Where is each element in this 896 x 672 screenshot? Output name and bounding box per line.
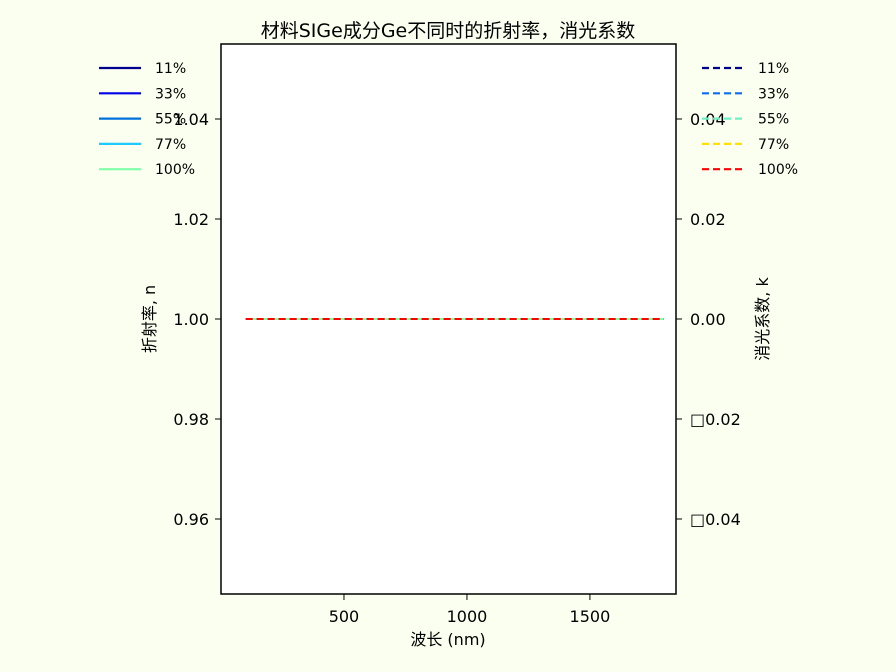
x-tick-label: 500 [329,607,360,626]
legend-right: 11% 33% 55% 77% 100% [702,61,798,178]
legend-label: 55% [758,112,789,128]
y-left-tick-label: 1.00 [173,310,209,329]
y-right-tick-label: □0.04 [690,510,741,529]
y-left-tick-label: 0.98 [173,410,209,429]
legend-label: 33% [155,86,186,102]
y-left-tick-label: 1.02 [173,210,209,229]
y-left-tick-label: 0.96 [173,510,209,529]
legend-label: 77% [758,137,789,153]
ticks: 500 1000 1500 0.96 0.98 1.00 1.02 1.04 □0.04 □0.0… [173,110,740,626]
legend-label: 77% [155,137,186,153]
legend-label: 55% [155,112,186,128]
y-axis-right-label: 消光系数, k [753,277,772,361]
legend-label: 100% [155,162,195,178]
y-right-tick-label: 0.00 [690,310,726,329]
legend-left: 11% 33% 55% 77% 100% [99,61,195,178]
legend-label: 100% [758,162,798,178]
x-tick-label: 1500 [570,607,611,626]
legend-label: 33% [758,86,789,102]
x-tick-label: 1000 [447,607,488,626]
legend-label: 11% [758,61,789,77]
legend-label: 11% [155,61,186,77]
chart-title: 材料SIGe成分Ge不同时的折射率，消光系数 [261,20,636,42]
y-right-tick-label: □0.02 [690,410,741,429]
y-right-tick-label: 0.02 [690,210,726,229]
y-axis-left-label: 折射率, n [140,285,159,353]
x-axis-label: 波长 (nm) [410,630,485,649]
y-left-tick-label: 1.04 [173,110,209,129]
